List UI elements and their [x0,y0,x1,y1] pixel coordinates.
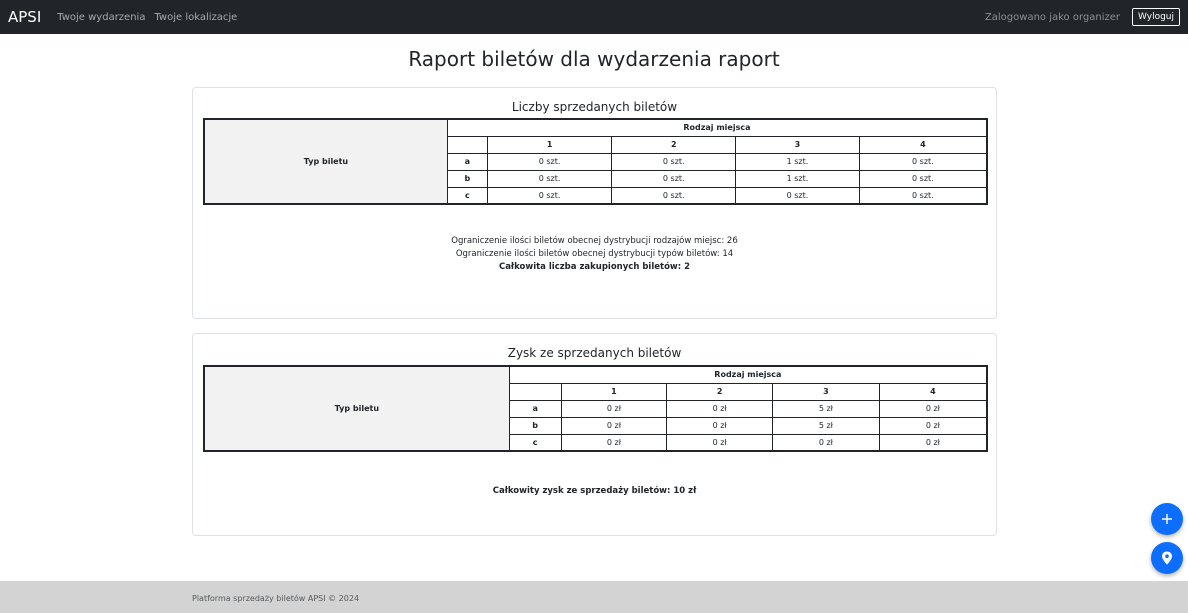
table-cell: 0 zł [666,416,774,435]
table-row: b 0 zł 0 zł 5 zł 0 zł [204,416,988,435]
table-cell: 0 zł [878,416,988,435]
empty-cell [446,135,488,154]
row-label: b [508,416,562,435]
row-label: b [446,169,488,188]
table-cell: 0 szt. [611,186,737,205]
table-cell: 0 zł [878,399,988,418]
plus-icon [1162,514,1172,524]
profit-card-title: Zysk ze sprzedanych biletów [507,346,682,360]
logged-in-text: Zalogowano jako organizer [984,11,1120,23]
map-pin-icon [1162,551,1172,565]
total-tickets-text: Całkowita liczba zakupionych biletów: 2 [498,262,691,272]
tickets-sold-card: Liczby sprzedanych biletów Typ biletu Ro… [192,87,997,319]
table-row: c 0 szt. 0 szt. 0 szt. 0 szt. [204,186,988,205]
location-fab-button[interactable] [1151,542,1183,574]
table-row: c 0 zł 0 zł 0 zł 0 zł [204,433,988,452]
footer: Platforma sprzedaży biletów APSI © 2024 [0,581,1188,613]
nav-link-events[interactable]: Twoje wydarzenia [57,11,146,23]
ticket-type-header: Typ biletu [203,118,448,205]
empty-cell [508,382,562,401]
column-header: 1 [560,382,668,401]
table-cell: 0 zł [560,399,668,418]
table-cell: 1 szt. [735,152,860,171]
row-label: a [446,152,488,171]
column-header: 4 [858,135,988,154]
table-header-row: Typ biletu Rodzaj miejsca [203,118,988,205]
page-title: Raport biletów dla wydarzenia raport [408,47,780,71]
navbar-right: Zalogowano jako organizer Wyloguj [985,8,1180,26]
limit-places-text: Ograniczenie ilości biletów obecnej dyst… [451,236,738,246]
table-cell: 0 zł [666,433,774,452]
seat-type-header: Rodzaj miejsca [508,365,988,384]
footer-copyright: Platforma sprzedaży biletów APSI © 2024 [192,594,360,603]
table-cell: 5 zł [772,399,880,418]
table-row: b 0 szt. 0 szt. 1 szt. 0 szt. [204,169,988,188]
table-cell: 0 szt. [486,169,613,188]
table-cell: 0 zł [772,433,880,452]
table-cell: 0 zł [666,399,774,418]
total-profit-text: Całkowity zysk ze sprzedaży biletów: 10 … [492,486,697,496]
limit-types-text: Ograniczenie ilości biletów obecnej dyst… [455,249,734,259]
column-header: 3 [735,135,860,154]
tickets-table: Typ biletu Rodzaj miejsca 1 2 3 4 a 0 sz… [203,118,988,205]
seat-type-header: Rodzaj miejsca [446,118,988,137]
row-label: c [508,433,562,452]
profit-card: Zysk ze sprzedanych biletów Typ biletu R… [192,333,997,536]
table-cell: 0 zł [560,433,668,452]
ticket-type-header: Typ biletu [203,365,510,452]
tickets-summary: Ograniczenie ilości biletów obecnej dyst… [193,235,996,274]
table-cell: 5 zł [772,416,880,435]
table-cell: 0 zł [878,433,988,452]
nav-link-locations[interactable]: Twoje lokalizacje [154,11,238,23]
table-header-row: Typ biletu Rodzaj miejsca [203,365,988,452]
table-cell: 1 szt. [735,169,860,188]
column-header: 1 [486,135,613,154]
logout-button[interactable]: Wyloguj [1132,8,1180,26]
profit-table: Typ biletu Rodzaj miejsca 1 2 3 4 a 0 zł… [203,365,988,452]
tickets-card-title: Liczby sprzedanych biletów [511,100,678,114]
table-cell: 0 szt. [486,152,613,171]
column-header: 2 [611,135,737,154]
column-header: 4 [878,382,988,401]
row-label: a [508,399,562,418]
table-cell: 0 szt. [486,186,613,205]
table-cell: 0 szt. [611,169,737,188]
add-fab-button[interactable] [1151,503,1183,535]
column-header: 3 [772,382,880,401]
table-cell: 0 zł [560,416,668,435]
column-header: 2 [666,382,774,401]
table-cell: 0 szt. [735,186,860,205]
brand-logo[interactable]: APSI [8,8,42,26]
row-label: c [446,186,488,205]
table-cell: 0 szt. [858,152,988,171]
table-cell: 0 szt. [858,169,988,188]
table-cell: 0 szt. [611,152,737,171]
table-cell: 0 szt. [858,186,988,205]
navbar: APSI Twoje wydarzenia Twoje lokalizacje … [0,0,1188,34]
